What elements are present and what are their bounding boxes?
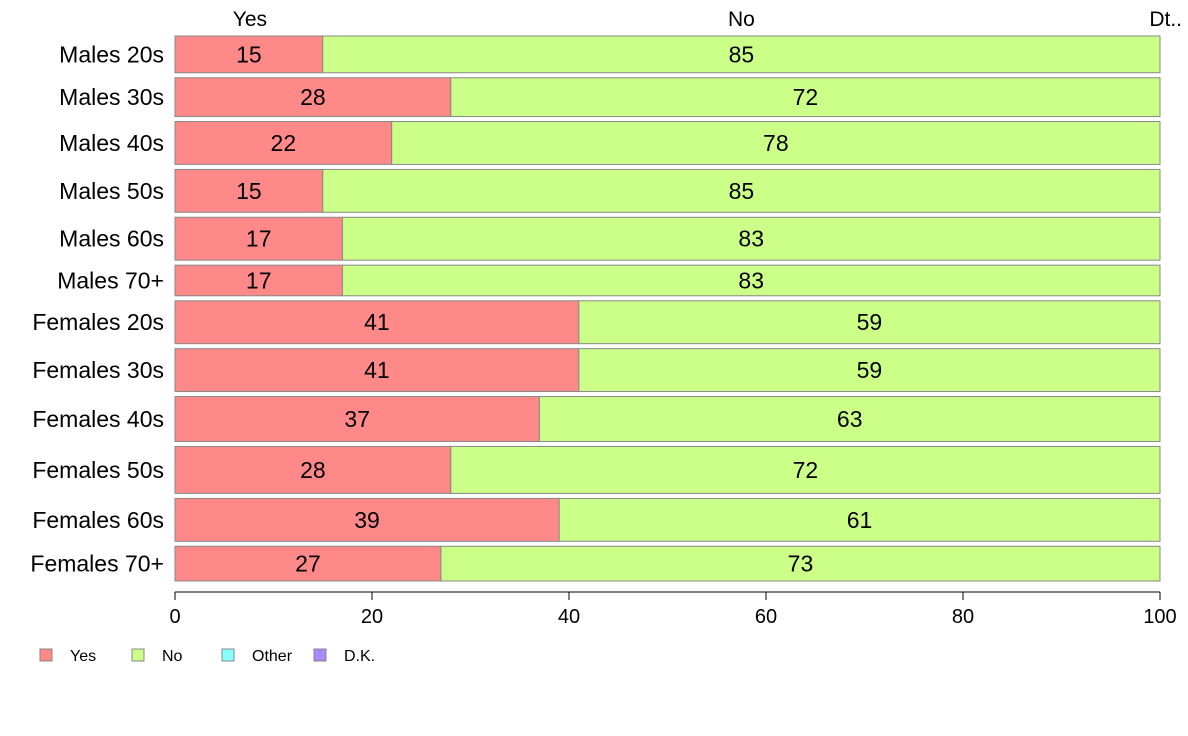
y-label-females-60s: Females 60s (32, 507, 164, 533)
x-tick-label-80: 80 (952, 606, 974, 628)
bar-yes-females-20s (174, 300, 580, 345)
data-label-no-males-70: 83 (738, 267, 764, 293)
data-label-yes-males-70: 17 (246, 267, 272, 293)
bar-yes-females-60s (174, 497, 560, 542)
bar-yes-females-50s (174, 445, 452, 494)
bar-no-males-60s (341, 216, 1161, 261)
data-label-yes-females-60s: 39 (354, 507, 380, 533)
legend-swatch-d-k (313, 648, 327, 662)
legend-label-no: No (162, 648, 183, 665)
data-label-no-males-40s: 78 (763, 130, 789, 156)
bar-no-males-30s (450, 77, 1161, 118)
y-label-females-70: Females 70+ (30, 551, 164, 577)
legend: Yes No Other D.K. (39, 648, 375, 665)
y-label-males-50s: Males 50s (59, 178, 164, 204)
bar-no-males-20s (322, 35, 1161, 74)
data-label-no-males-30s: 72 (793, 84, 819, 110)
data-label-yes-females-30s: 41 (364, 357, 390, 383)
bar-no-males-70 (341, 264, 1161, 297)
data-label-no-females-20s: 59 (857, 309, 883, 335)
bar-yes-males-30s (174, 77, 452, 118)
data-label-no-females-70: 73 (788, 551, 814, 577)
data-label-yes-males-50s: 15 (236, 178, 262, 204)
legend-label-yes: Yes (70, 648, 96, 665)
legend-swatch-yes (39, 648, 53, 662)
bar-yes-females-40s (174, 396, 540, 442)
x-axis: 0 20 40 60 80 100 (169, 591, 1177, 628)
y-label-females-30s: Females 30s (32, 357, 164, 383)
data-label-no-males-60s: 83 (738, 226, 764, 252)
bar-no-females-70 (440, 545, 1161, 582)
data-label-yes-females-50s: 28 (300, 457, 326, 483)
x-tick-label-20: 20 (361, 606, 383, 628)
data-label-no-females-30s: 59 (857, 357, 883, 383)
top-label-no: No (728, 8, 755, 31)
x-tick-label-100: 100 (1143, 606, 1176, 628)
top-label-dt: Dt.. (1149, 8, 1182, 31)
y-label-males-60s: Males 60s (59, 226, 164, 252)
legend-swatch-other (221, 648, 235, 662)
data-label-no-males-50s: 85 (729, 178, 755, 204)
data-label-no-males-20s: 85 (729, 41, 755, 67)
data-label-yes-males-20s: 15 (236, 41, 262, 67)
data-label-yes-males-60s: 17 (246, 226, 272, 252)
bar-no-females-40s (538, 396, 1161, 442)
bar-no-females-20s (578, 300, 1161, 345)
x-tick-label-40: 40 (558, 606, 580, 628)
bar-yes-females-70 (174, 545, 442, 582)
bar-yes-males-20s (174, 35, 324, 74)
bar-no-males-50s (322, 168, 1161, 213)
data-label-yes-females-20s: 41 (364, 309, 390, 335)
legend-swatch-no (131, 648, 145, 662)
data-label-yes-females-70: 27 (295, 551, 321, 577)
y-label-females-40s: Females 40s (32, 406, 164, 432)
y-label-females-50s: Females 50s (32, 457, 164, 483)
y-label-males-30s: Males 30s (59, 84, 164, 110)
y-axis-labels: Males 20s Males 30s Males 40s Males 50s Male… (30, 41, 164, 576)
data-label-no-females-50s: 72 (793, 457, 819, 483)
data-label-no-females-40s: 63 (837, 406, 863, 432)
data-label-no-females-60s: 61 (847, 507, 873, 533)
data-label-yes-males-40s: 22 (271, 130, 297, 156)
y-label-males-40s: Males 40s (59, 130, 164, 156)
top-label-yes: Yes (233, 8, 267, 31)
bar-no-females-30s (578, 348, 1161, 393)
top-category-labels: Yes No Dt.. (233, 8, 1182, 31)
bar-yes-males-50s (174, 168, 324, 213)
bar-no-females-60s (558, 497, 1161, 542)
data-label-yes-males-30s: 28 (300, 84, 326, 110)
bar-yes-males-60s (174, 216, 343, 261)
legend-label-other: Other (252, 648, 293, 665)
bar-no-males-40s (391, 121, 1161, 165)
bar-yes-males-40s (174, 121, 393, 165)
bar-no-females-50s (450, 445, 1161, 494)
y-label-males-20s: Males 20s (59, 41, 164, 67)
data-label-yes-females-40s: 37 (344, 406, 370, 432)
x-tick-label-0: 0 (169, 606, 180, 628)
bar-area: 15 85 28 72 22 78 15 85 17 83 17 83 41 59 41 59 37 63 28 72… (174, 35, 1161, 582)
x-tick-label-60: 60 (755, 606, 777, 628)
y-label-males-70: Males 70+ (57, 267, 164, 293)
y-label-females-20s: Females 20s (32, 309, 164, 335)
legend-label-d-k: D.K. (344, 648, 375, 665)
